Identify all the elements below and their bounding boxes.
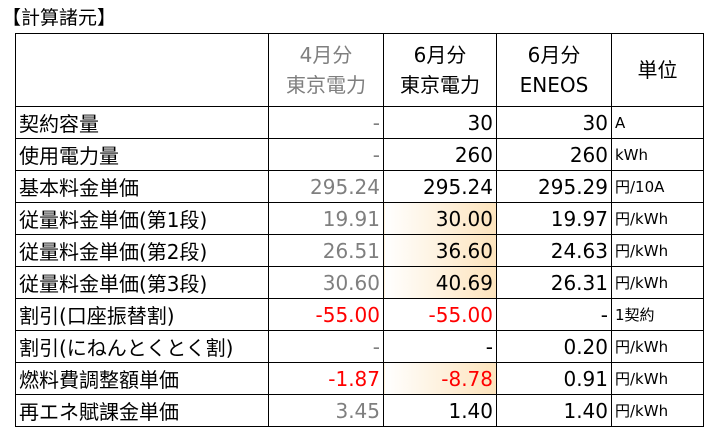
unit-cell: kWh xyxy=(611,138,704,171)
value-cell: -55.00 xyxy=(383,298,497,331)
value-cell: -8.78 xyxy=(383,362,497,395)
value-cell: 19.97 xyxy=(496,202,612,235)
value-cell: 3.45 xyxy=(268,394,384,427)
corner-cell xyxy=(15,33,269,107)
value-cell: 36.60 xyxy=(383,234,497,267)
unit-cell: 円/kWh xyxy=(611,362,704,395)
data-row: 従量料金単価(第1段) 19.91 30.00 19.97 円/kWh xyxy=(15,202,704,235)
title: 【計算諸元】 xyxy=(2,7,117,29)
row-label: 従量料金単価(第1段) xyxy=(15,202,269,235)
value-cell: 1.40 xyxy=(496,394,612,427)
row-label: 再エネ賦課金単価 xyxy=(15,394,269,427)
value-cell: 30.00 xyxy=(383,202,497,235)
data-row: 再エネ賦課金単価 3.45 1.40 1.40 円/kWh xyxy=(15,394,704,427)
value-cell: 40.69 xyxy=(383,266,497,299)
data-row: 燃料費調整額単価 -1.87 -8.78 0.91 円/kWh xyxy=(15,362,704,395)
value-cell: 260 xyxy=(383,138,497,171)
data-row: 契約容量 -30 30 A xyxy=(15,106,704,139)
value-cell: - xyxy=(268,330,384,363)
row-label: 契約容量 xyxy=(15,106,269,139)
header-text: 東京電力 xyxy=(400,73,480,97)
unit-cell: 円/kWh xyxy=(611,394,704,427)
value-cell: 24.63 xyxy=(496,234,612,267)
unit-cell: 円/10A xyxy=(611,170,704,203)
header-cell: 6月分東京電力 xyxy=(383,33,497,107)
table-body: 4月分 東京電力 6月分 東京電力 6月分 ENEOS 単位 契約容量 -30 30 A 使用電力量 -… xyxy=(15,33,704,427)
data-row: 従量料金単価(第3段) 30.60 40.69 26.31 円/kWh xyxy=(15,266,704,299)
unit-cell: 円/kWh xyxy=(611,234,704,267)
data-row: 割引(にねんとくとく割) - -0.20 円/kWh xyxy=(15,330,704,363)
data-row: 割引(口座振替割) -55.00 -55.00-1契約 xyxy=(15,298,704,331)
unit-cell: 1契約 xyxy=(611,298,704,331)
row-label: 燃料費調整額単価 xyxy=(15,362,269,395)
value-cell: - xyxy=(383,330,497,363)
value-cell: 19.91 xyxy=(268,202,384,235)
value-cell: -55.00 xyxy=(268,298,384,331)
value-cell: 295.29 xyxy=(496,170,612,203)
value-cell: -1.87 xyxy=(268,362,384,395)
header-cell: 単位 xyxy=(611,33,704,107)
row-label: 使用電力量 xyxy=(15,138,269,171)
value-cell: - xyxy=(496,298,612,331)
header-text: 6月分 xyxy=(527,43,581,67)
value-cell: 1.40 xyxy=(383,394,497,427)
header-text: 単位 xyxy=(637,58,678,82)
header-text: ENEOS xyxy=(519,73,589,97)
value-cell: 30 xyxy=(383,106,497,139)
value-cell: - xyxy=(268,138,384,171)
row-label: 従量料金単価(第2段) xyxy=(15,234,269,267)
value-cell: 295.24 xyxy=(383,170,497,203)
header-cell: 6月分 ENEOS xyxy=(496,33,612,107)
value-cell: 30 xyxy=(496,106,612,139)
header-text: 6月分 xyxy=(413,43,467,67)
value-cell: 26.51 xyxy=(268,234,384,267)
value-cell: 295.24 xyxy=(268,170,384,203)
value-cell: 0.20 xyxy=(496,330,612,363)
value-cell: - xyxy=(268,106,384,139)
row-label: 基本料金単価 xyxy=(15,170,269,203)
value-cell: 0.91 xyxy=(496,362,612,395)
table: 4月分 東京電力 6月分 東京電力 6月分 ENEOS 単位 契約容量 -30 30 A 使用電力量 -… xyxy=(15,33,704,427)
unit-cell: 円/kWh xyxy=(611,202,704,235)
header-cell: 4月分東京電力 xyxy=(268,33,384,107)
header-row: 4月分 東京電力 6月分 東京電力 6月分 ENEOS 単位 xyxy=(15,33,704,107)
unit-cell: A xyxy=(611,106,704,139)
header-text: 東京電力 xyxy=(286,73,366,97)
row-label: 割引(口座振替割) xyxy=(15,298,269,331)
data-row: 使用電力量 -260 260 kWh xyxy=(15,138,704,171)
unit-cell: 円/kWh xyxy=(611,266,704,299)
data-row: 従量料金単価(第2段) 26.51 36.60 24.63 円/kWh xyxy=(15,234,704,267)
row-label: 従量料金単価(第3段) xyxy=(15,266,269,299)
header-text: 4月分 xyxy=(299,43,353,67)
row-label: 割引(にねんとくとく割) xyxy=(15,330,269,363)
value-cell: 260 xyxy=(496,138,612,171)
data-row: 基本料金単価 295.24 295.24 295.29 円/10A xyxy=(15,170,704,203)
value-cell: 30.60 xyxy=(268,266,384,299)
value-cell: 26.31 xyxy=(496,266,612,299)
unit-cell: 円/kWh xyxy=(611,330,704,363)
